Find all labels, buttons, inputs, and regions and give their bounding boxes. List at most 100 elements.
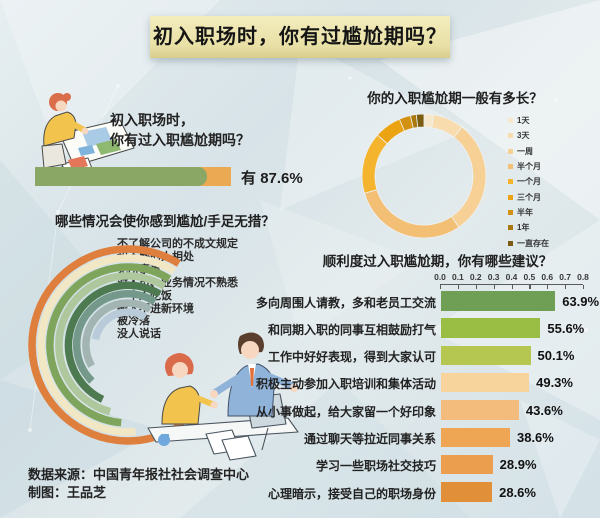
- legend-label: 三个月: [517, 192, 541, 202]
- duration-legend-item: 半个月: [508, 159, 549, 174]
- q1-bar: [35, 167, 231, 186]
- q1-question-line1: 初入职场时，: [110, 112, 194, 128]
- axis-tick: [511, 285, 513, 289]
- suggestion-value: 49.3%: [536, 375, 573, 391]
- suggestion-bar: [441, 318, 541, 338]
- axis-tick: [457, 285, 460, 289]
- axis-tick-label: 0.4: [505, 272, 518, 282]
- situation-item: 对人员、业务情况不熟悉: [117, 276, 238, 289]
- legend-label: 3天: [517, 131, 530, 141]
- duration-donut-segment: [361, 134, 388, 194]
- q1-answer-value: 87.6%: [260, 170, 303, 187]
- suggestion-label: 从小事做起，给大家留一个好印象: [255, 404, 436, 419]
- axis-tick-label: 0.2: [469, 272, 482, 282]
- legend-label: 一个月: [517, 177, 541, 187]
- legend-marker: [508, 194, 513, 200]
- duration-legend: 1天 3天一周半个月一个月三个月半年 1年一直存在: [508, 113, 549, 251]
- situation-list: 不了解公司的不成文规定 和不熟的人相处 无所事事 对人员、业务情况不熟悉 一个人吃饭 融入…: [117, 238, 238, 341]
- duration-legend-item: 1天: [508, 113, 549, 128]
- legend-marker: [508, 225, 513, 231]
- data-source-line2: 制图：王品芝: [28, 485, 107, 500]
- suggestion-label: 工作中好好表现，得到大家认可: [267, 350, 436, 365]
- legend-marker: [508, 209, 513, 215]
- suggestion-bar: [441, 291, 556, 311]
- situation-item: 被冷落: [117, 315, 150, 328]
- q1-answer-label: 有: [241, 170, 257, 187]
- suggestion-label: 积极主动参加入职培训和集体活动: [255, 377, 436, 392]
- situation-item: 融入不进新环境: [117, 302, 194, 315]
- suggestion-bar: [441, 372, 530, 393]
- situation-item: 没人说话: [117, 328, 161, 341]
- axis-tick-label: 0.6: [541, 272, 554, 282]
- situation-item: 无所事事: [117, 263, 161, 276]
- duration-legend-item: 3天: [508, 128, 549, 143]
- situations-title: 哪些情况会使你感到尴尬/手足无措？: [55, 214, 275, 229]
- duration-donut-segment: [415, 113, 425, 128]
- situation-item: 不了解公司的不成文规定: [117, 238, 238, 250]
- legend-marker: [508, 164, 513, 170]
- legend-marker: [508, 133, 513, 139]
- legend-label: 一直存在: [517, 238, 549, 248]
- q1-bar-fill: [35, 167, 207, 186]
- axis-tick-label: 0.1: [451, 272, 464, 282]
- q1-question: 初入职场时， 你有过入职尴尬期吗？: [110, 110, 250, 150]
- suggestions-axis-line: [440, 284, 585, 290]
- suggestion-label: 多向周围人请教，多和老员工交流: [255, 295, 436, 310]
- axis-tick: [583, 285, 585, 289]
- legend-label: 1天: [517, 116, 530, 126]
- q1-answer: 有 87.6%: [241, 167, 303, 188]
- suggestion-label: 心理暗示，接受自己的职场身份: [267, 486, 436, 501]
- legend-marker: [508, 240, 513, 246]
- suggestion-value: 55.6%: [547, 320, 585, 336]
- axis-tick: [529, 285, 531, 289]
- legend-label: 1年: [517, 223, 530, 233]
- suggestion-value: 28.6%: [499, 484, 536, 500]
- axis-tick-label: 0.0: [434, 272, 446, 282]
- suggestion-label: 通过聊天等拉近同事关系: [303, 432, 436, 446]
- suggestion-value: 50.1%: [537, 348, 575, 364]
- suggestion-value: 28.9%: [499, 457, 537, 473]
- legend-marker: [508, 148, 513, 154]
- duration-legend-item: 一周: [508, 144, 549, 159]
- suggestion-value: 43.6%: [525, 402, 563, 418]
- suggestions-title: 顺利度过入职尴尬期，你有哪些建议？: [322, 254, 553, 269]
- duration-donut-segment: [363, 189, 460, 239]
- situation-item: 和不熟的人相处: [117, 250, 194, 263]
- legend-marker: [508, 118, 513, 124]
- duration-legend-item: 一个月: [508, 174, 549, 189]
- legend-marker: [508, 179, 513, 185]
- legend-label: 半年: [517, 207, 533, 217]
- suggestion-bar: [441, 400, 519, 420]
- axis-tick: [547, 285, 549, 289]
- legend-label: 半个月: [517, 162, 541, 172]
- page-title: 初入职场时，你有过尴尬期吗？: [150, 16, 450, 58]
- suggestion-value: 38.6%: [516, 430, 554, 445]
- duration-legend-item: 1年: [508, 220, 549, 235]
- data-source-line1: 数据来源：中国青年报社社会调查中心: [28, 467, 250, 482]
- axis-tick-label: 0.3: [487, 272, 500, 282]
- data-source: 数据来源：中国青年报社社会调查中心 制图：王品芝: [28, 466, 249, 502]
- axis-tick: [565, 285, 567, 289]
- axis-tick: [493, 285, 495, 289]
- suggestion-value: 63.9%: [562, 293, 600, 309]
- axis-tick: [440, 285, 442, 289]
- axis-tick-label: 0.5: [523, 272, 536, 282]
- legend-label: 一周: [517, 146, 533, 156]
- duration-title: 你的入职尴尬期一般有多长？: [367, 91, 543, 106]
- suggestion-bar: [441, 482, 493, 502]
- duration-legend-item: 一直存在: [508, 235, 549, 250]
- axis-tick-label: 0.7: [559, 272, 572, 282]
- suggestion-label: 和同期入职的同事互相鼓励打气: [267, 322, 436, 337]
- suggestion-label: 学习一些职场社交技巧: [315, 459, 436, 474]
- axis-tick: [475, 285, 477, 289]
- suggestion-bar: [441, 427, 510, 447]
- duration-donut-segment: [450, 126, 487, 228]
- axis-tick-label: 0.8: [577, 272, 589, 282]
- duration-donut-chart: [361, 113, 487, 239]
- situation-item: 一个人吃饭: [117, 289, 172, 302]
- suggestion-bar: [441, 454, 493, 475]
- duration-legend-item: 三个月: [508, 189, 549, 204]
- duration-legend-item: 半年: [508, 205, 549, 220]
- q1-question-line2: 你有过入职尴尬期吗？: [110, 132, 250, 148]
- suggestions-axis-ticks: 0.0 0.1 0.2 0.3 0.4 0.5 0.6 0.7 0.8: [432, 272, 590, 282]
